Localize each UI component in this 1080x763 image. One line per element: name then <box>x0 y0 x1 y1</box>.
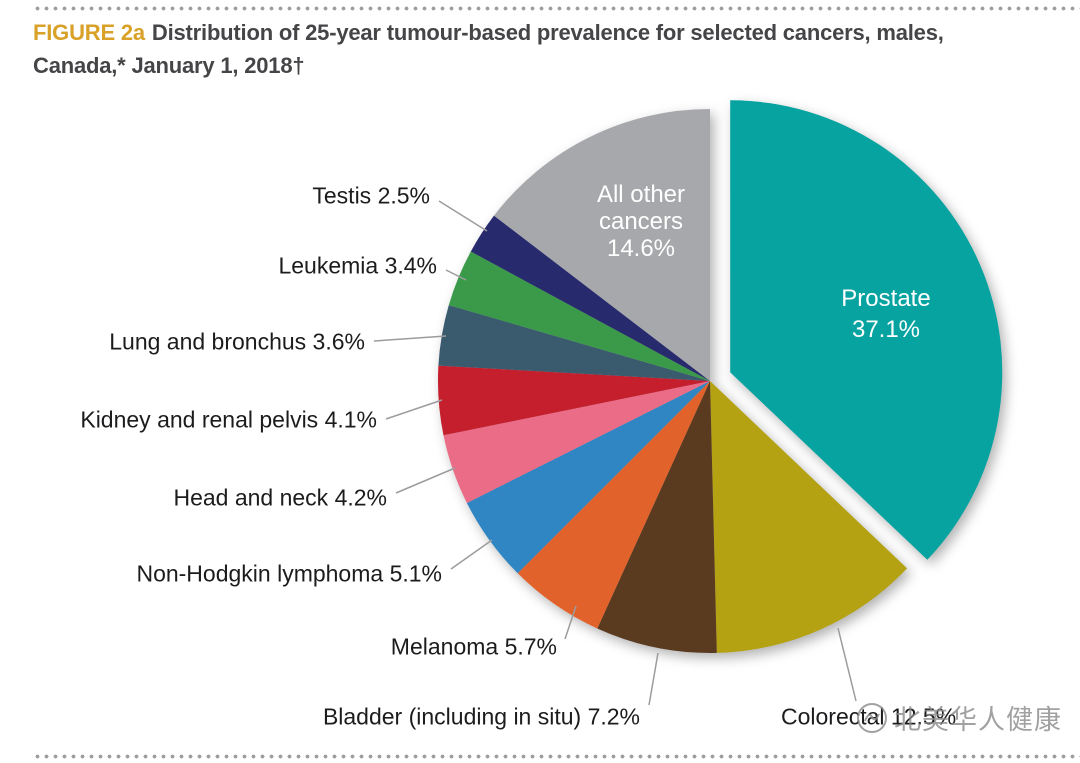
leader-line-melanoma <box>564 605 577 640</box>
leader-line-leukemia <box>445 269 467 281</box>
label-leukemia: Leukemia 3.4% <box>278 252 437 279</box>
pie-slice-lung-and-bronchus <box>438 305 710 381</box>
top-dotted-border <box>33 6 1080 11</box>
figure-tag: FIGURE 2a <box>33 20 145 45</box>
leader-line-bladder-including-in-situ <box>648 652 659 706</box>
figure-title-line1: FIGURE 2a Distribution of 25-year tumour-… <box>33 16 944 49</box>
pie-slice-non-hodgkin-lymphoma <box>466 381 710 574</box>
figure-title-text: Distribution of 25-year tumour-based pre… <box>151 20 944 45</box>
leader-line-head-and-neck <box>395 467 456 494</box>
watermark-logo-icon <box>856 702 888 734</box>
pie-slice-head-and-neck <box>443 381 710 503</box>
figure-title: FIGURE 2a Distribution of 25-year tumour-… <box>33 16 944 82</box>
label-lung-and-bronchus: Lung and bronchus 3.6% <box>109 328 365 355</box>
leader-line-colorectal <box>837 627 857 702</box>
inside-label-prostate: Prostate 37.1% <box>841 285 930 343</box>
leader-line-kidney-and-renal-pelvis <box>385 399 443 420</box>
bottom-dotted-border <box>33 754 1080 759</box>
pie-slice-all-other-cancers <box>494 108 710 381</box>
pie-slice-testis <box>470 215 710 381</box>
watermark-text: 北美华人健康 <box>894 705 1062 735</box>
pie-slice-bladder-including-in-situ <box>597 381 717 653</box>
label-kidney-and-renal-pelvis: Kidney and renal pelvis 4.1% <box>80 406 377 433</box>
inside-label-all-other-cancers: All other cancers 14.6% <box>597 181 685 262</box>
pie-slice-prostate <box>730 100 1003 560</box>
label-testis: Testis 2.5% <box>312 182 430 209</box>
label-non-hodgkin-lymphoma: Non-Hodgkin lymphoma 5.1% <box>136 560 442 587</box>
label-colorectal: Colorectal 12.5% <box>781 703 957 730</box>
label-bladder-including-in-situ: Bladder (including in situ) 7.2% <box>322 703 640 730</box>
label-melanoma: Melanoma 5.7% <box>390 633 557 660</box>
pie-slice-melanoma <box>517 381 710 629</box>
leader-lines <box>373 200 857 706</box>
label-head-and-neck: Head and neck 4.2% <box>173 484 387 511</box>
figure-title-line2: Canada,* January 1, 2018† <box>33 53 305 78</box>
pie-slice-leukemia <box>448 251 710 381</box>
leader-line-non-hodgkin-lymphoma <box>450 539 493 570</box>
pie-slice-colorectal <box>710 381 908 653</box>
leader-line-lung-and-bronchus <box>373 335 447 342</box>
leader-line-testis <box>438 200 488 232</box>
pie-slice-kidney-and-renal-pelvis <box>437 365 710 436</box>
watermark: 北美华人健康 <box>856 698 1062 737</box>
